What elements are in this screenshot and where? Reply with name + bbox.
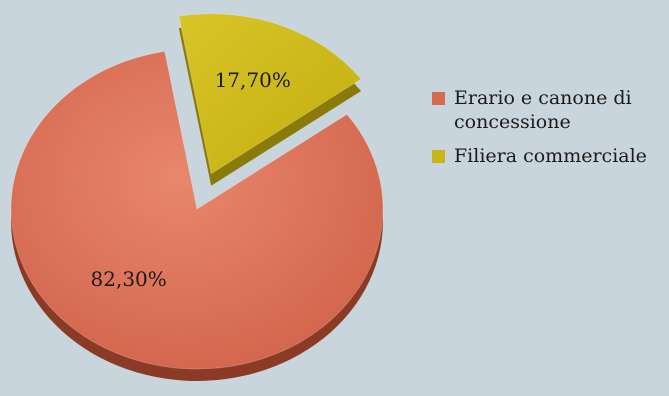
legend-label-filiera: Filiera commerciale xyxy=(454,145,647,167)
slice-filiera xyxy=(178,13,362,175)
legend-label-erario: Erario e canone di concessione xyxy=(454,87,632,133)
legend-item-erario: Erario e canone di concessione xyxy=(432,86,668,134)
slice-erario xyxy=(10,50,384,370)
chart-legend: Erario e canone di concessione Filiera c… xyxy=(432,86,668,178)
legend-item-filiera: Filiera commerciale xyxy=(432,144,668,168)
legend-swatch-erario xyxy=(432,92,445,105)
slice-filiera-data-label: 17,70% xyxy=(215,68,291,92)
legend-swatch-filiera xyxy=(432,150,445,163)
slice-erario-data-label: 82,30% xyxy=(91,267,167,291)
